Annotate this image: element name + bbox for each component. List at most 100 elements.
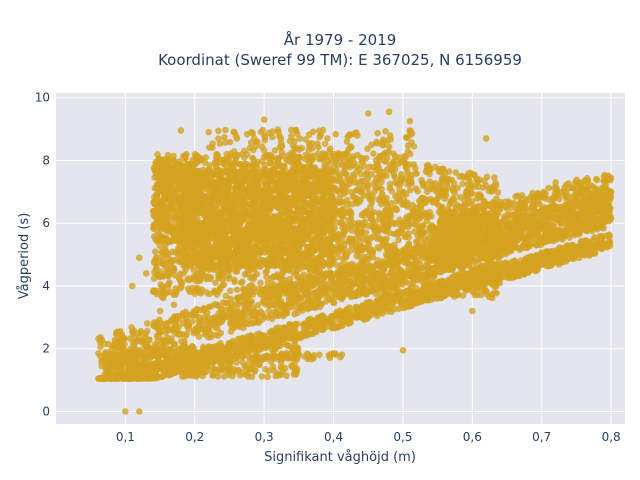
- data-point: [545, 248, 552, 255]
- data-point: [148, 370, 156, 377]
- data-point: [572, 244, 580, 251]
- data-point: [395, 236, 403, 244]
- data-point: [185, 349, 193, 357]
- data-point: [425, 263, 432, 271]
- data-point: [228, 303, 236, 311]
- data-point: [410, 161, 418, 168]
- data-point: [218, 363, 226, 370]
- data-point: [159, 257, 167, 264]
- data-point: [222, 299, 230, 307]
- data-point: [283, 326, 290, 334]
- data-point: [275, 324, 283, 332]
- data-point: [251, 273, 258, 280]
- data-point: [242, 338, 250, 345]
- data-point: [507, 261, 514, 268]
- data-point: [459, 292, 467, 299]
- data-point: [189, 318, 196, 325]
- data-point: [356, 253, 363, 260]
- data-point: [212, 324, 219, 331]
- data-point: [248, 333, 255, 340]
- data-point: [491, 283, 498, 290]
- data-point: [201, 313, 209, 321]
- data-point: [142, 373, 149, 380]
- data-point: [300, 324, 308, 332]
- data-point: [194, 370, 202, 377]
- data-point: [255, 319, 262, 327]
- data-point: [203, 289, 210, 296]
- data-point: [259, 332, 266, 339]
- data-points: [95, 108, 615, 415]
- data-point: [231, 276, 238, 284]
- data-point: [124, 368, 132, 376]
- data-point: [279, 311, 287, 318]
- data-point: [112, 343, 119, 350]
- data-point: [381, 301, 388, 308]
- data-point: [109, 351, 117, 359]
- data-point: [155, 333, 162, 341]
- data-point: [323, 323, 330, 331]
- data-point: [265, 367, 272, 375]
- data-point: [200, 347, 207, 355]
- data-point: [503, 271, 510, 278]
- data-point: [182, 308, 189, 316]
- data-point: [136, 329, 144, 336]
- data-point: [144, 352, 151, 360]
- data-point: [192, 307, 200, 315]
- data-point: [145, 336, 153, 344]
- data-point: [525, 253, 533, 261]
- data-point: [176, 351, 184, 359]
- data-point: [359, 210, 367, 217]
- data-point: [115, 328, 122, 336]
- data-point: [452, 169, 460, 176]
- data-point: [587, 246, 594, 253]
- data-point: [236, 341, 244, 348]
- data-point: [406, 186, 414, 194]
- data-point: [307, 319, 315, 327]
- data-point: [250, 304, 257, 311]
- data-point: [311, 327, 319, 335]
- data-point: [533, 259, 540, 266]
- data-point: [228, 319, 236, 327]
- data-point: [579, 244, 587, 252]
- data-point: [239, 358, 246, 366]
- data-point: [549, 260, 556, 268]
- data-point: [554, 248, 562, 256]
- data-point: [288, 363, 296, 371]
- data-point: [236, 323, 243, 331]
- data-point: [114, 372, 121, 380]
- data-point: [176, 358, 183, 366]
- data-point: [131, 333, 139, 341]
- data-point: [329, 278, 337, 286]
- data-point: [116, 364, 124, 372]
- data-point: [227, 295, 235, 303]
- data-point: [294, 309, 302, 317]
- data-point: [353, 304, 361, 311]
- data-point: [172, 320, 179, 327]
- data-point: [135, 351, 142, 358]
- data-point: [395, 305, 403, 313]
- data-point: [275, 372, 283, 379]
- data-point: [171, 369, 178, 377]
- data-point: [344, 276, 351, 283]
- data-point: [105, 340, 112, 348]
- data-point: [179, 373, 186, 380]
- data-point: [211, 319, 219, 326]
- data-point: [180, 367, 187, 375]
- data-point: [357, 154, 365, 162]
- data-point: [222, 306, 230, 314]
- data-point: [169, 351, 176, 359]
- data-point: [365, 180, 372, 188]
- data-point: [403, 288, 411, 296]
- data-point: [291, 341, 299, 349]
- data-point: [189, 357, 196, 365]
- data-point: [217, 314, 224, 322]
- data-point: [274, 329, 281, 337]
- data-point: [379, 310, 386, 317]
- data-point: [201, 324, 209, 332]
- data-point: [368, 287, 376, 294]
- data-point: [195, 358, 202, 366]
- data-point: [402, 303, 410, 311]
- data-point: [258, 373, 266, 380]
- data-point: [166, 279, 173, 286]
- data-point: [605, 238, 613, 245]
